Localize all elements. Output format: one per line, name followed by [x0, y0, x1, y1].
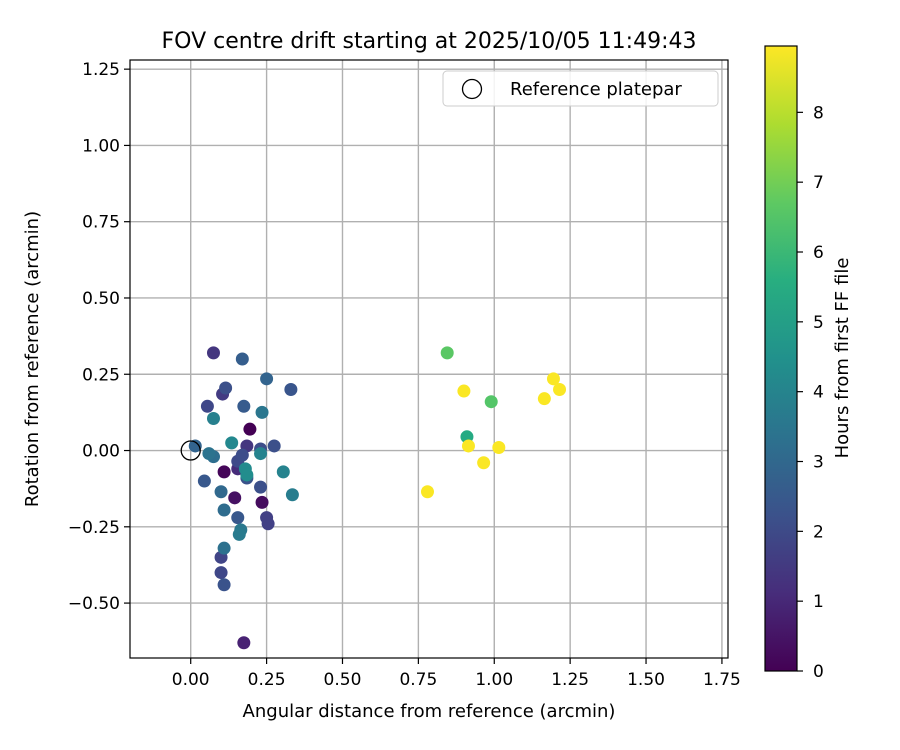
plot-frame — [129, 59, 729, 659]
data-point — [214, 485, 228, 499]
data-point — [217, 503, 231, 517]
data-point — [206, 346, 220, 360]
data-point — [188, 439, 202, 453]
colorbar-tick-label: 6 — [813, 243, 824, 263]
colorbar-tick-label: 7 — [813, 173, 824, 193]
y-tick-label: 0.00 — [82, 442, 120, 462]
y-tick-label: 0.25 — [82, 365, 120, 385]
data-point — [261, 517, 275, 531]
data-point — [477, 456, 491, 470]
data-point — [237, 636, 251, 650]
data-point — [255, 405, 269, 419]
data-point — [235, 352, 249, 366]
x-tick-label: 1.75 — [703, 670, 741, 690]
data-point — [284, 383, 298, 397]
data-point — [217, 465, 231, 479]
colorbar-gradient — [764, 45, 798, 672]
grid — [130, 60, 728, 658]
colorbar-label: Hours from first FF file — [832, 258, 853, 459]
data-point — [254, 447, 268, 461]
y-tick-label: −0.50 — [68, 594, 120, 614]
data-point — [457, 384, 471, 398]
data-point — [206, 411, 220, 425]
data-point — [243, 422, 257, 436]
chart-title: FOV centre drift starting at 2025/10/05 … — [162, 29, 697, 54]
legend: Reference platepar — [442, 70, 719, 107]
data-point — [254, 480, 268, 494]
data-point — [267, 439, 281, 453]
colorbar-tick-label: 8 — [813, 103, 824, 123]
colorbar-tick-label: 0 — [813, 662, 824, 682]
legend-box — [442, 70, 719, 107]
data-point — [217, 578, 231, 592]
reference-marker-group — [180, 440, 201, 461]
x-tick-label: 0.00 — [172, 670, 210, 690]
colorbar-tick-label: 3 — [813, 453, 824, 473]
x-axis: 0.00 0.25 0.50 0.75 1.00 1.25 1.50 1.75 — [172, 658, 741, 690]
colorbar-tick-label: 5 — [813, 313, 824, 333]
data-point — [200, 399, 214, 413]
colorbar-tick-label: 1 — [813, 592, 824, 612]
x-tick-label: 0.25 — [248, 670, 286, 690]
y-tick-label: 1.00 — [82, 136, 120, 156]
data-point — [440, 346, 454, 360]
data-point — [260, 372, 274, 386]
data-point — [461, 439, 475, 453]
data-point — [231, 511, 245, 525]
y-tick-label: 1.25 — [82, 60, 120, 80]
y-tick-label: 0.75 — [82, 213, 120, 233]
data-point — [420, 485, 434, 499]
x-tick-label: 0.50 — [324, 670, 362, 690]
colorbar-ticks: 0 1 2 3 4 5 6 7 8 — [797, 103, 824, 682]
data-point — [492, 440, 506, 454]
y-tick-label: −0.25 — [68, 518, 120, 538]
x-axis-label: Angular distance from reference (arcmin) — [243, 701, 616, 722]
data-point — [255, 495, 269, 509]
data-point — [276, 465, 290, 479]
data-point — [202, 447, 216, 461]
colorbar-tick-label: 4 — [813, 383, 824, 403]
legend-label: Reference platepar — [510, 79, 682, 100]
data-point — [237, 399, 251, 413]
data-point — [240, 468, 254, 482]
y-axis-label: Rotation from reference (arcmin) — [22, 211, 43, 507]
x-tick-label: 1.00 — [475, 670, 513, 690]
legend-marker — [461, 78, 483, 100]
data-point — [484, 395, 498, 409]
data-points — [188, 346, 567, 650]
data-point — [232, 527, 246, 541]
x-tick-label: 1.50 — [627, 670, 665, 690]
y-tick-label: 0.50 — [82, 289, 120, 309]
colorbar: 0 1 2 3 4 5 6 7 8 Hours from first FF file — [764, 45, 853, 682]
x-tick-label: 1.25 — [551, 670, 589, 690]
colorbar-tick-label: 2 — [813, 522, 824, 542]
data-point — [546, 372, 560, 386]
data-point — [219, 381, 233, 395]
data-point — [225, 436, 239, 450]
data-point — [553, 383, 567, 397]
data-point — [217, 541, 231, 555]
data-point — [235, 448, 249, 462]
data-point — [214, 566, 228, 580]
data-point — [537, 392, 551, 406]
reference-marker — [180, 440, 201, 461]
x-tick-label: 0.75 — [399, 670, 437, 690]
data-point — [228, 491, 242, 505]
y-axis: −0.50 −0.25 0.00 0.25 0.50 0.75 1.00 1.25 — [68, 60, 130, 614]
data-point — [197, 474, 211, 488]
data-point — [285, 488, 299, 502]
